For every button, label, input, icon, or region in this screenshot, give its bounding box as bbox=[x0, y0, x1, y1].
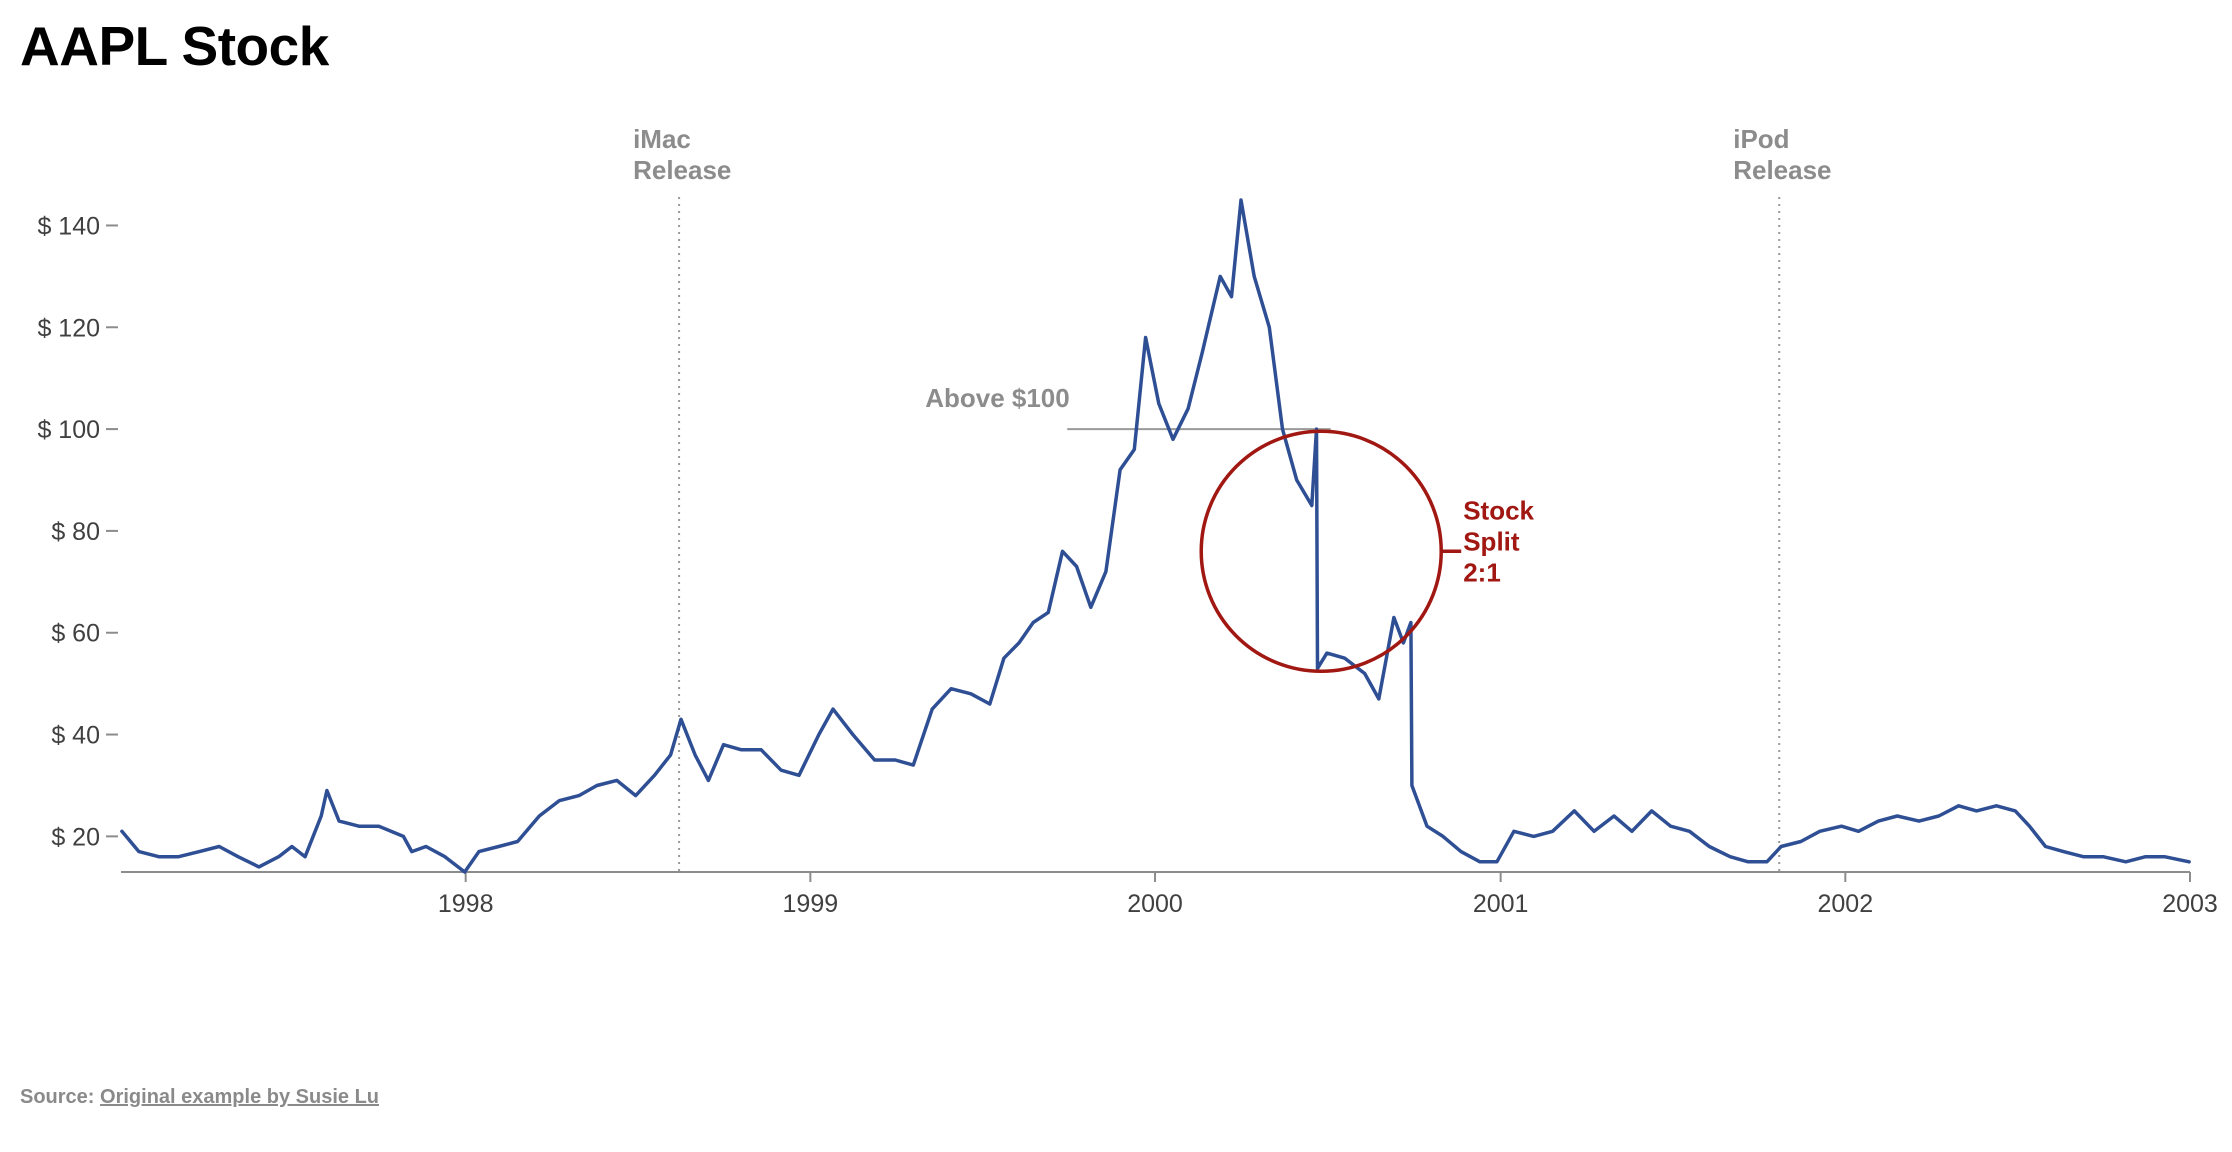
highlight-label: Split bbox=[1463, 526, 1520, 556]
x-tick-label: 2001 bbox=[1473, 890, 1529, 918]
y-tick-label: $ 60 bbox=[51, 620, 100, 648]
source-link[interactable]: Original example by Susie Lu bbox=[100, 1086, 380, 1108]
source-prefix: Source: bbox=[20, 1086, 101, 1108]
x-tick-label: 2000 bbox=[1127, 890, 1183, 918]
y-tick-label: $ 100 bbox=[37, 416, 100, 444]
event-marker-label: iPod bbox=[1733, 124, 1789, 154]
y-tick-label: $ 20 bbox=[51, 823, 100, 851]
chart-title: AAPL Stock bbox=[20, 15, 329, 77]
event-marker-label: Release bbox=[633, 155, 731, 185]
event-marker-label: Release bbox=[1733, 155, 1831, 185]
series-layer bbox=[120, 198, 2191, 874]
x-tick-label: 2003 bbox=[2162, 890, 2218, 918]
y-tick-label: $ 120 bbox=[37, 314, 100, 342]
event-marker-label: iMac bbox=[633, 124, 691, 154]
price-line bbox=[120, 198, 2191, 874]
highlight-label: 2:1 bbox=[1463, 557, 1501, 587]
x-tick-label: 1998 bbox=[438, 890, 494, 918]
x-tick-label: 1999 bbox=[783, 890, 839, 918]
y-tick-label: $ 140 bbox=[37, 212, 100, 240]
threshold-label: Above $100 bbox=[925, 383, 1070, 413]
source-note: Source: Original example by Susie Lu bbox=[20, 1086, 379, 1109]
x-tick-label: 2002 bbox=[1818, 890, 1874, 918]
axes: 1998 1999 2000 2001 2002 2003 $ 20 $ 40 $ 60 $ 80… bbox=[37, 212, 2217, 918]
y-tick-label: $ 40 bbox=[51, 722, 100, 750]
highlight-label: Stock bbox=[1463, 495, 1534, 525]
highlight-circle bbox=[1199, 429, 1443, 674]
y-tick-label: $ 80 bbox=[51, 518, 100, 546]
